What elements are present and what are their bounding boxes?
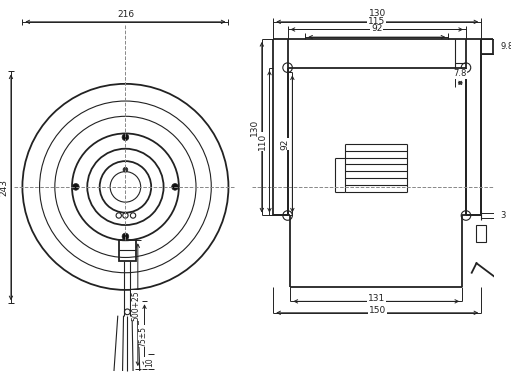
Text: 7.8: 7.8 — [454, 69, 467, 78]
Text: 130: 130 — [368, 9, 386, 18]
Circle shape — [122, 233, 129, 240]
Text: 10: 10 — [145, 358, 154, 367]
Circle shape — [123, 167, 128, 172]
Circle shape — [73, 184, 79, 190]
Text: 130: 130 — [250, 119, 259, 136]
Text: 500+25: 500+25 — [131, 290, 141, 321]
Text: 243: 243 — [0, 179, 8, 196]
Text: 92: 92 — [281, 138, 290, 150]
Text: 110: 110 — [258, 133, 267, 150]
Text: 150: 150 — [368, 306, 386, 315]
Text: 115: 115 — [368, 17, 385, 26]
Text: 75±5: 75±5 — [138, 326, 147, 347]
Text: 9.8: 9.8 — [500, 42, 511, 51]
Text: 92: 92 — [371, 24, 382, 33]
Text: 3: 3 — [500, 211, 506, 220]
Bar — [476, 225, 486, 242]
Bar — [119, 240, 136, 261]
Text: 216: 216 — [117, 9, 134, 18]
Text: 131: 131 — [368, 294, 385, 303]
Circle shape — [172, 184, 178, 190]
Circle shape — [122, 134, 129, 141]
